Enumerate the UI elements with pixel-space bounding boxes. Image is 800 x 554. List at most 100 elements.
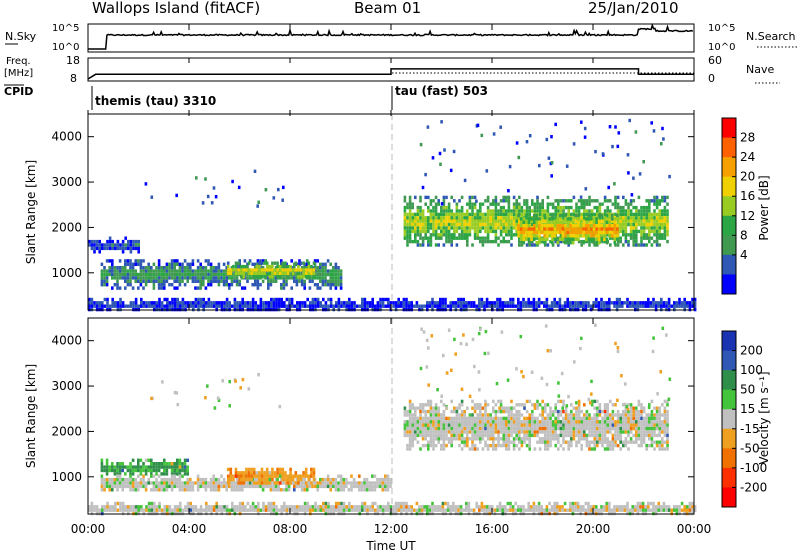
power-cell (285, 279, 288, 283)
power-cell (505, 212, 508, 217)
power-cell (610, 234, 614, 238)
power-cell (261, 266, 265, 270)
power-cell (522, 237, 526, 241)
power-cell (637, 212, 641, 217)
velocity-cell (254, 484, 257, 489)
power-cell (424, 226, 427, 230)
power-cell (242, 275, 246, 279)
power-cell (108, 269, 111, 273)
power-cell (212, 304, 216, 308)
power-cell (88, 239, 91, 244)
power-cell (270, 297, 273, 302)
velocity-cell (533, 403, 537, 407)
velocity-cell (622, 416, 625, 421)
velocity-cell (507, 409, 511, 414)
velocity-cell (419, 433, 422, 438)
power-cell (452, 149, 456, 154)
power-cell (628, 304, 632, 308)
power-cell (217, 279, 221, 283)
power-cell (429, 212, 433, 217)
velocity-cell (520, 426, 524, 431)
power-cell (551, 241, 554, 245)
power-cell (463, 219, 466, 223)
power-cell (525, 234, 528, 238)
power-cell (239, 264, 243, 269)
velocity-cell (212, 481, 215, 485)
velocity-cell (473, 447, 477, 451)
power-cell (374, 304, 377, 308)
power-cell (304, 268, 308, 272)
velocity-cell (209, 477, 213, 482)
velocity-cell (291, 477, 295, 482)
power-cell (647, 304, 650, 308)
velocity-cell (168, 481, 171, 485)
power-cell (176, 262, 179, 266)
power-cell (635, 222, 638, 227)
power-cell (616, 205, 620, 210)
velocity-cell (570, 413, 573, 417)
velocity-cell (544, 420, 547, 424)
velocity-cell (131, 477, 135, 482)
power-cell (114, 301, 117, 305)
power-cell (139, 276, 143, 280)
velocity-cell (147, 458, 150, 462)
power-cell (531, 202, 534, 206)
velocity-cell (408, 437, 412, 441)
power-cell (653, 222, 656, 227)
power-cell (546, 216, 550, 220)
velocity-cell (157, 465, 161, 469)
power-cell (484, 229, 487, 234)
velocity-cell (301, 505, 304, 509)
power-cell (595, 304, 598, 308)
velocity-cell (105, 468, 109, 473)
velocity-cell (421, 423, 425, 427)
power-cell (134, 279, 137, 283)
power-cell (319, 262, 322, 266)
velocity-cell (598, 430, 602, 434)
velocity-cell (319, 508, 322, 512)
power-cell (493, 301, 497, 305)
power-colorbar-label: Power [dB] (757, 175, 771, 240)
power-cell (502, 222, 505, 227)
power-cell (222, 283, 226, 287)
velocity-cell (585, 409, 589, 414)
velocity-cell (453, 426, 456, 431)
velocity-cell (520, 440, 524, 444)
velocity-cell (411, 426, 414, 431)
colorbar-tick-label: 16 (740, 189, 755, 203)
power-cell (532, 227, 536, 231)
power-cell (93, 246, 96, 251)
velocity-cell (215, 488, 218, 492)
power-cell (622, 226, 625, 230)
power-cell (106, 297, 109, 302)
power-cell (168, 266, 171, 270)
power-cell (440, 219, 443, 223)
power-cell (661, 209, 664, 213)
power-cell (294, 261, 298, 265)
power-cell (118, 272, 122, 277)
power-cell (202, 266, 205, 270)
power-cell (384, 297, 387, 302)
power-cell (655, 229, 659, 234)
velocity-cell (596, 433, 599, 438)
velocity-cell (554, 443, 557, 448)
velocity-cell (645, 416, 648, 421)
power-cell (116, 266, 119, 270)
power-cell (485, 301, 489, 305)
velocity-cell (531, 433, 534, 438)
power-cell (527, 227, 531, 231)
velocity-cell (194, 481, 197, 485)
velocity-cell (98, 508, 101, 512)
power-cell (441, 304, 445, 308)
power-cell (116, 304, 120, 308)
power-cell (332, 266, 335, 270)
power-cell (597, 234, 601, 238)
velocity-cell (324, 481, 327, 485)
velocity-cell (134, 508, 138, 512)
power-cell (129, 304, 133, 308)
velocity-cell (663, 420, 667, 424)
power-cell (655, 195, 659, 200)
power-cell (645, 199, 648, 203)
power-cell (361, 304, 364, 308)
velocity-cell (403, 409, 407, 414)
